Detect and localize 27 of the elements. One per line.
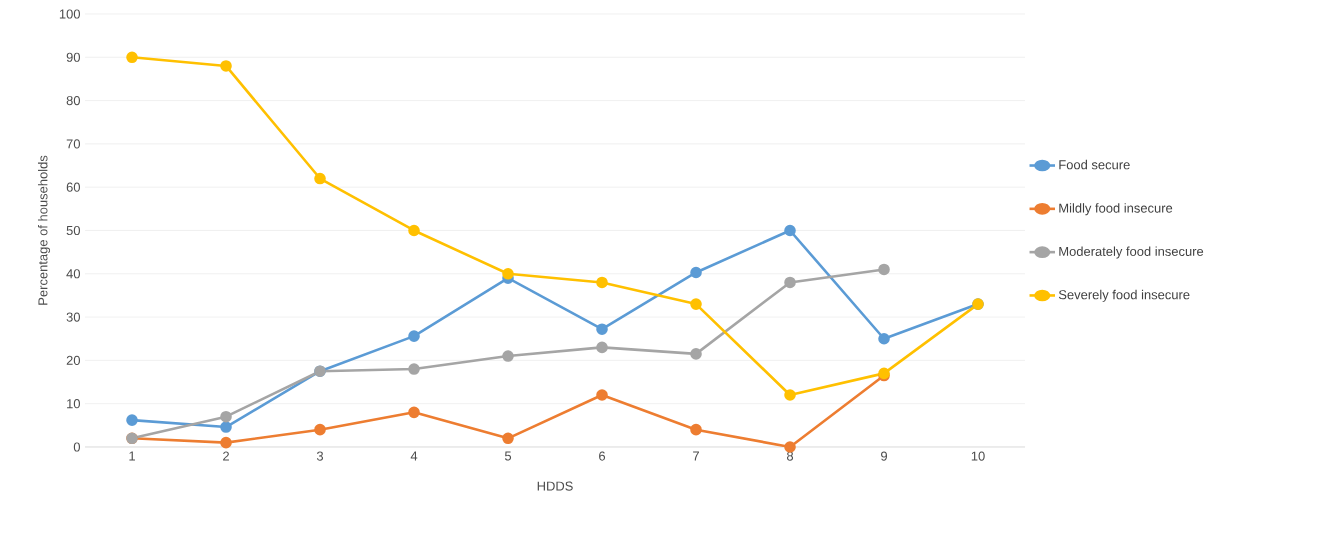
x-tick-label: 1: [129, 451, 135, 461]
y-tick-label: 40: [66, 269, 80, 279]
y-tick-label: 20: [66, 355, 80, 365]
legend-label: Mildly food insecure: [1059, 203, 1173, 216]
y-tick-label: 0: [73, 442, 80, 452]
x-tick-label: 3: [316, 451, 324, 461]
y-tick-label: 90: [66, 52, 80, 62]
y-axis-title: Percentage of households: [37, 155, 51, 305]
y-tick-label: 10: [67, 399, 80, 409]
legend-label: Food secure: [1059, 159, 1130, 170]
x-tick-label: 5: [504, 451, 512, 461]
x-tick-label: 7: [693, 451, 699, 461]
y-tick-label: 60: [66, 182, 80, 192]
x-tick-label: 10: [971, 451, 985, 461]
y-tick-label: 50: [66, 225, 80, 236]
x-tick-label: 9: [881, 451, 888, 461]
x-axis-title: HDDS: [537, 481, 573, 491]
x-tick-label: 4: [410, 451, 418, 461]
x-tick-label: 6: [599, 451, 606, 461]
legend-label: Moderately food insecure: [1059, 246, 1204, 259]
y-tick-label: 80: [66, 96, 80, 106]
x-tick-label: 8: [786, 451, 794, 461]
y-tick-label: 100: [59, 9, 80, 19]
y-tick-label: 70: [66, 139, 80, 149]
legend-label: Severely food insecure: [1058, 289, 1190, 302]
x-tick-label: 2: [223, 451, 229, 461]
y-tick-label: 30: [66, 312, 80, 322]
